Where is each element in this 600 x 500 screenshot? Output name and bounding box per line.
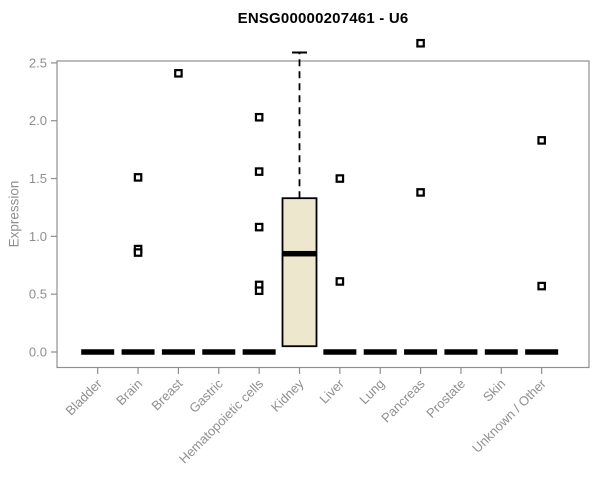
outlier-point: [335, 174, 345, 183]
y-tick-label: 0.5: [29, 287, 47, 302]
box: [281, 197, 318, 348]
plot-border: [56, 60, 590, 369]
median-bar: [484, 349, 518, 355]
median-bar: [404, 349, 438, 355]
outlier-point: [537, 281, 546, 291]
x-tick-label: Skin: [480, 376, 508, 404]
chart-title: ENSG00000207461 - U6: [237, 10, 409, 27]
median-bar: [525, 349, 559, 355]
median-bar: [202, 349, 236, 355]
outlier-point: [416, 188, 425, 197]
outlier-point: [254, 112, 264, 122]
x-tick-label: Liver: [316, 376, 347, 407]
outlier-point: [133, 173, 143, 182]
median-bar: [242, 349, 276, 355]
y-tick-label: 1.0: [29, 229, 47, 244]
outlier-point: [537, 136, 546, 145]
outlier-point: [335, 277, 345, 286]
median-bar: [81, 349, 115, 355]
outlier-point: [254, 222, 264, 232]
outlier-point: [254, 167, 264, 176]
median-bar: [121, 349, 155, 355]
x-tick-label: Unknown / Other: [469, 376, 549, 456]
outlier-point: [254, 286, 264, 296]
median-line: [282, 250, 317, 257]
median-bar: [323, 349, 357, 355]
outlier-point: [174, 69, 183, 78]
x-tick-label: Gastric: [186, 376, 226, 416]
median-bar: [444, 349, 478, 355]
x-tick-label: Bladder: [63, 376, 106, 419]
median-bar: [161, 349, 195, 355]
x-tick-label: Lung: [356, 376, 387, 407]
y-tick-label: 0.0: [29, 345, 47, 360]
median-bar: [363, 349, 397, 355]
y-tick-label: 2.5: [29, 55, 47, 70]
outlier-point: [416, 38, 425, 48]
x-tick-label: Brain: [113, 376, 145, 408]
x-tick-label: Breast: [148, 376, 185, 413]
outlier-point: [133, 248, 143, 257]
x-tick-label: Kidney: [268, 376, 307, 415]
y-tick-label: 1.5: [29, 171, 47, 186]
y-tick-label: 2.0: [29, 113, 47, 128]
x-tick-label: Prostate: [423, 376, 468, 421]
x-tick-label: Pancreas: [378, 376, 428, 426]
